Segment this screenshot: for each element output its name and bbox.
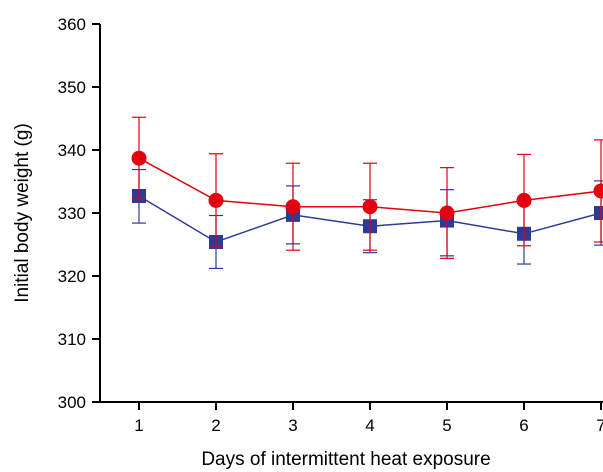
data-point-square — [594, 206, 603, 220]
data-point-circle — [439, 205, 455, 221]
y-tick-label: 310 — [58, 330, 86, 349]
data-point-circle — [593, 183, 603, 199]
x-tick-label: 7 — [596, 416, 603, 435]
x-tick-label: 2 — [211, 416, 220, 435]
x-tick-label: 3 — [288, 416, 297, 435]
data-point-circle — [362, 199, 378, 215]
x-tick-label: 4 — [365, 416, 374, 435]
y-tick-label: 350 — [58, 78, 86, 97]
y-tick-label: 360 — [58, 15, 86, 34]
x-tick-label: 6 — [519, 416, 528, 435]
y-tick-label: 300 — [58, 393, 86, 412]
x-axis-title: Days of intermittent heat exposure — [201, 449, 490, 470]
plot-area — [131, 116, 603, 270]
data-point-circle — [516, 192, 532, 208]
y-tick-label: 340 — [58, 141, 86, 160]
series-square — [132, 168, 603, 270]
x-tick-label: 5 — [442, 416, 451, 435]
data-point-circle — [208, 192, 224, 208]
y-tick-label: 330 — [58, 204, 86, 223]
data-point-circle — [131, 150, 147, 166]
axes: 300 310 320 330 340 350 360 1 2 3 4 5 6 7 — [58, 15, 603, 435]
series-circle — [131, 116, 603, 259]
data-point-circle — [285, 199, 301, 215]
y-tick-label: 320 — [58, 267, 86, 286]
y-axis-title: Initial body weight (g) — [12, 123, 33, 303]
x-tick-label: 1 — [134, 416, 143, 435]
